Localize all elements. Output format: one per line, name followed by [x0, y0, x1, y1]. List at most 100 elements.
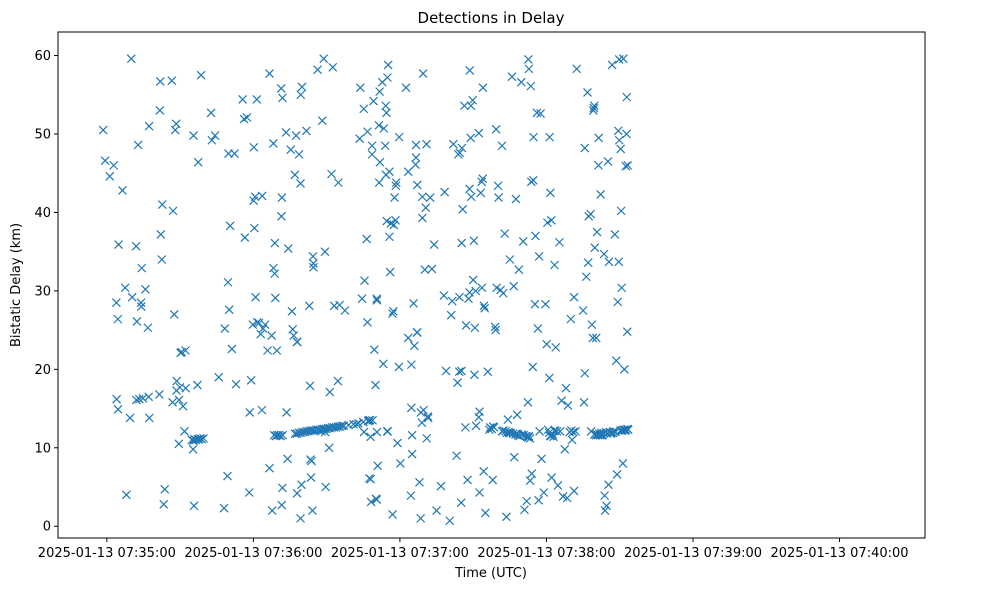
y-tick-label: 50 — [34, 127, 51, 142]
data-point — [407, 430, 417, 440]
data-point — [617, 283, 627, 293]
data-point — [581, 272, 591, 282]
data-point — [411, 160, 420, 170]
data-point — [403, 333, 413, 343]
data-point — [578, 306, 588, 315]
data-point — [512, 410, 522, 420]
data-point — [154, 390, 164, 399]
data-point — [355, 134, 365, 144]
data-point — [327, 169, 336, 179]
data-point — [307, 456, 316, 466]
data-point — [278, 93, 287, 103]
data-point — [456, 498, 466, 508]
data-point — [196, 70, 206, 80]
data-point — [286, 145, 296, 155]
data-point — [617, 426, 627, 435]
data-point — [491, 325, 501, 335]
data-point — [230, 149, 239, 159]
x-tick-label: 2025-01-13 07:37:00 — [331, 546, 469, 561]
data-point — [550, 260, 559, 270]
data-point — [500, 229, 510, 239]
data-point — [616, 144, 626, 154]
data-point — [231, 379, 241, 389]
data-point — [382, 108, 391, 118]
data-point — [596, 189, 606, 199]
data-point — [523, 55, 533, 64]
data-point — [174, 395, 184, 405]
data-point — [317, 116, 327, 126]
data-point — [497, 141, 507, 151]
data-point — [505, 255, 515, 264]
data-point — [602, 501, 611, 511]
data-point — [223, 471, 232, 481]
data-point — [480, 303, 490, 313]
data-point — [509, 281, 519, 291]
data-point — [98, 125, 108, 135]
data-point — [546, 215, 556, 225]
chart-title: Detections in Delay — [418, 9, 565, 27]
x-tick-label: 2025-01-13 07:40:00 — [770, 546, 908, 561]
data-point — [588, 333, 598, 343]
data-point — [427, 264, 437, 274]
data-point — [528, 175, 538, 185]
data-point — [569, 292, 579, 302]
data-point — [523, 397, 533, 407]
data-point — [445, 516, 455, 526]
data-point — [459, 101, 469, 111]
data-point — [474, 128, 484, 138]
data-point — [319, 54, 329, 64]
data-point — [263, 346, 272, 355]
data-point — [531, 231, 540, 241]
data-point — [479, 301, 489, 311]
data-point — [561, 383, 571, 393]
data-point — [535, 426, 545, 436]
data-point — [583, 87, 592, 97]
data-point — [493, 181, 503, 191]
data-point — [199, 433, 208, 443]
data-point — [169, 309, 179, 319]
data-point — [498, 288, 508, 298]
data-point — [385, 267, 395, 277]
data-point — [440, 187, 450, 197]
data-point — [251, 292, 261, 302]
data-point — [160, 484, 170, 494]
data-point — [325, 387, 335, 397]
x-tick-label: 2025-01-13 07:38:00 — [477, 546, 615, 561]
data-point — [623, 424, 632, 434]
data-point — [172, 376, 182, 386]
data-point — [366, 474, 376, 484]
data-point — [333, 178, 343, 188]
data-point — [480, 508, 490, 518]
data-point — [390, 193, 399, 202]
data-point — [193, 380, 202, 390]
data-point — [528, 362, 538, 372]
data-point — [623, 160, 633, 170]
data-point — [419, 405, 429, 415]
data-point — [274, 430, 284, 440]
data-point — [600, 491, 610, 501]
data-point — [355, 83, 365, 93]
data-point — [460, 422, 470, 432]
data-point — [418, 69, 428, 79]
data-point — [409, 341, 419, 351]
data-point — [278, 483, 287, 493]
data-point — [227, 344, 237, 354]
data-point — [614, 257, 624, 267]
data-point — [465, 66, 475, 75]
data-point — [479, 466, 489, 476]
data-point — [290, 170, 300, 180]
x-axis-ticks: 2025-01-13 07:35:00 2025-01-13 07:36:00 20… — [38, 538, 909, 561]
data-point — [181, 346, 190, 355]
data-point — [478, 83, 488, 93]
data-point — [309, 259, 318, 268]
data-point — [553, 481, 563, 490]
data-point — [533, 324, 543, 333]
data-point — [125, 413, 135, 423]
data-point — [207, 135, 217, 145]
data-point — [265, 463, 274, 473]
data-point — [621, 161, 631, 171]
data-point — [313, 65, 323, 75]
data-point — [478, 174, 488, 184]
data-point — [257, 191, 267, 201]
data-point — [471, 286, 481, 296]
